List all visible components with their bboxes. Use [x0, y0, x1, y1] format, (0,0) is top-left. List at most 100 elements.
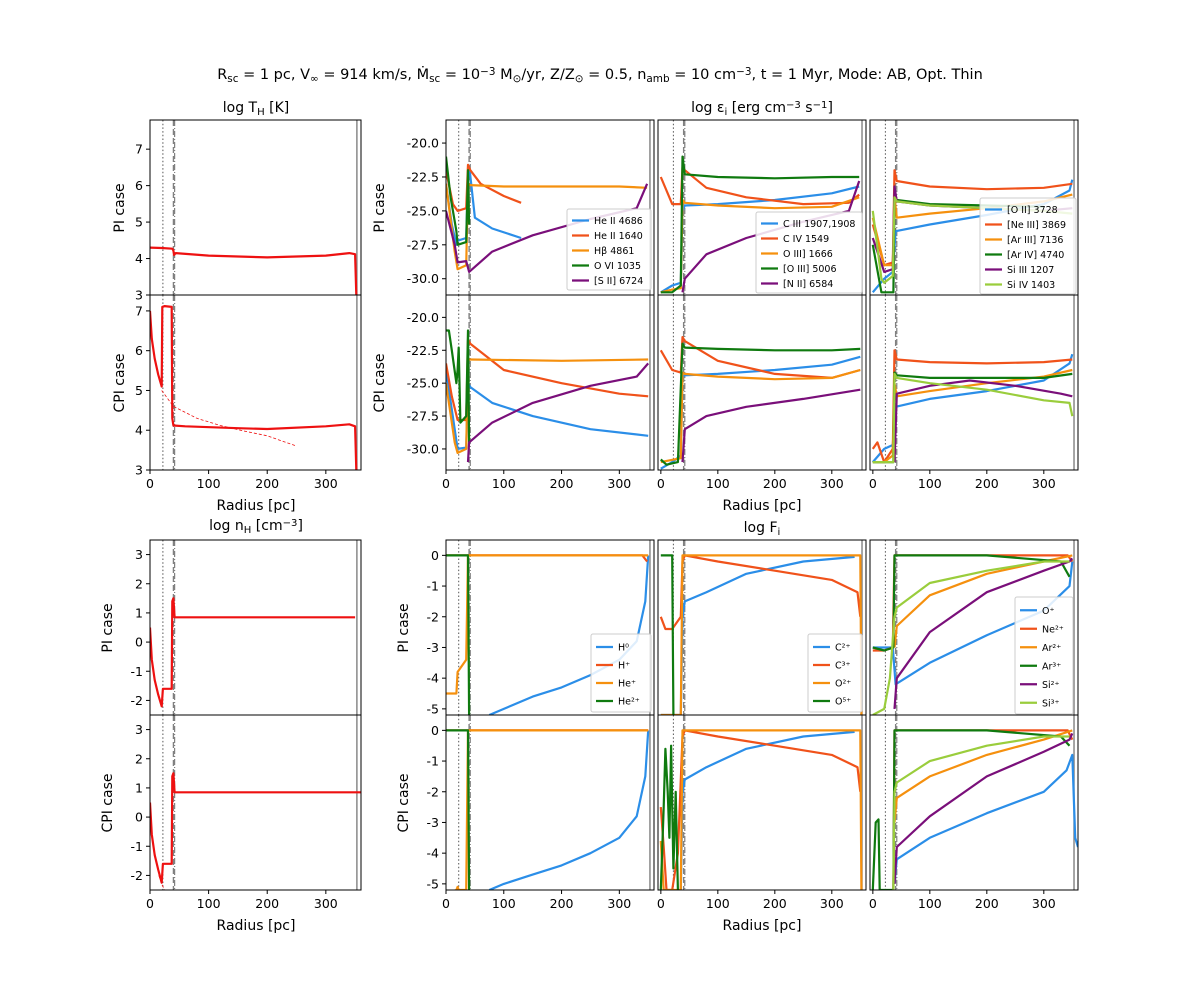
y-tick-label: 4	[135, 423, 143, 438]
x-tick-label: 200	[255, 896, 279, 911]
y-tick-label: -4	[427, 671, 440, 686]
series-line-F-CPI-1-3	[446, 729, 471, 890]
legend-entry: [Ar IV] 4740	[1007, 250, 1064, 261]
legend: H⁰ H⁺ He⁺ He²⁺	[590, 633, 652, 713]
y-tick-label: 3	[135, 288, 143, 303]
series-line-F-PI-2-2	[660, 554, 863, 715]
legend-entry: O⁺	[1042, 606, 1055, 617]
legend-entry: [N II] 6584	[783, 279, 833, 290]
x-tick-label: 0	[657, 476, 665, 491]
series-line-F-CPI-3-5	[892, 735, 1070, 890]
legend-box	[979, 197, 1077, 295]
series-line-E-CPI-1-4	[466, 362, 650, 463]
y-tick-label: -1	[131, 839, 143, 854]
fraction-xlabel: Radius [pc]	[723, 918, 802, 934]
emissivity-panel-title: log εi [erg cm−3 s−1]	[691, 100, 833, 118]
legend-entry: O⁵⁺	[835, 697, 851, 708]
series-line-E-PI-3-0	[871, 179, 1074, 294]
density-xlabel: Radius [pc]	[217, 918, 296, 934]
y-tick-label: 0	[431, 723, 439, 738]
panel-E-CPI-2: 0 100 200 300	[657, 294, 867, 491]
panel-F-CPI-3: 0 100 200 300	[869, 714, 1079, 911]
legend-entry: He II 4686	[594, 216, 643, 227]
y-tick-label: -1	[427, 579, 439, 594]
legend: [O II] 3728 [Ne III] 3869 [Ar III] 7136 [Ar…	[979, 197, 1077, 295]
y-tick-label: -2	[427, 609, 439, 624]
y-tick-label: -3	[427, 815, 439, 830]
series-line-F-PI-3-5	[872, 560, 1070, 715]
legend-entry: C²⁺	[835, 643, 850, 654]
series-line-E-CPI-2-2	[660, 368, 861, 464]
legend-entry: H⁺	[618, 661, 630, 672]
fraction-panel-title: log Fi	[744, 520, 781, 538]
series-line-F-PI-2-1	[659, 554, 862, 631]
y-tick-label: -1	[427, 754, 439, 769]
series-line-T-CPI-0	[150, 305, 358, 470]
axes-frame	[149, 539, 362, 716]
x-tick-label: 100	[197, 476, 221, 491]
series-line-F-CPI-3-4	[893, 732, 1074, 884]
series-line-N-PI-0	[150, 597, 356, 708]
x-tick-label: 200	[255, 476, 279, 491]
x-tick-label: 100	[706, 896, 730, 911]
x-tick-label: 0	[146, 476, 154, 491]
y-tick-label: 3	[135, 463, 143, 478]
series-line-E-PI-2-3	[660, 155, 860, 294]
x-tick-label: 200	[550, 476, 574, 491]
legend-box	[755, 211, 863, 294]
series-line-E-CPI-3-4	[893, 379, 1073, 463]
y-tick-label: -30.0	[407, 441, 439, 456]
series-line-N-CPI-0	[150, 772, 361, 884]
x-tick-label: 100	[918, 896, 942, 911]
series-line-T-CPI-1	[161, 390, 297, 447]
temperature-pi-label: PI case	[112, 183, 128, 232]
y-tick-label: -5	[427, 876, 439, 891]
y-tick-label: -3	[427, 640, 439, 655]
y-tick-label: 1	[135, 780, 143, 795]
legend-entry: He⁺	[618, 679, 636, 690]
x-tick-label: 200	[763, 896, 787, 911]
y-tick-label: -20.0	[407, 310, 439, 325]
series-line-E-CPI-1-2	[446, 358, 649, 454]
y-tick-label: -22.5	[407, 343, 439, 358]
x-tick-label: 0	[442, 896, 450, 911]
density-cpi-label: CPI case	[100, 774, 116, 833]
y-tick-label: -27.5	[407, 237, 439, 252]
legend-entry: Ar²⁺	[1042, 643, 1061, 654]
y-tick-label: 1	[135, 605, 143, 620]
legend: O⁺ Ne²⁺ Ar²⁺ Ar³⁺ Si²⁺ Si³⁺	[1014, 596, 1074, 715]
legend-entry: O VI 1035	[594, 261, 641, 272]
panel-F-PI-1: -5 -4 -3 -2 -1 0 H⁰ H⁺ He⁺ He²⁺	[427, 539, 655, 716]
series-line-F-CPI-2-2	[659, 729, 863, 890]
series-line-F-CPI-3-1	[892, 729, 1074, 890]
density-pi-label: PI case	[100, 603, 116, 652]
x-tick-label: 0	[657, 896, 665, 911]
density-panel-title: log nH [cm−3]	[209, 518, 303, 536]
series-line-T-PI-0	[150, 246, 358, 295]
x-tick-label: 300	[1032, 896, 1056, 911]
emissivity-pi-label: PI case	[372, 183, 388, 232]
series-line-E-PI-2-0	[660, 185, 860, 294]
series-line-E-CPI-3-1	[871, 349, 1073, 464]
legend-entry: H⁰	[618, 643, 629, 654]
x-tick-label: 200	[550, 896, 574, 911]
axes-frame	[869, 294, 1079, 471]
y-tick-label: -5	[427, 701, 439, 716]
fraction-pi-label: PI case	[396, 603, 412, 652]
series-line-E-PI-1-3	[446, 156, 471, 246]
y-tick-label: 3	[135, 722, 143, 737]
legend-entry: [Ar III] 7136	[1007, 235, 1063, 246]
axes-frame	[149, 714, 362, 891]
y-tick-label: 0	[431, 548, 439, 563]
x-tick-label: 100	[492, 476, 516, 491]
y-tick-label: 3	[135, 547, 143, 562]
y-tick-label: -20.0	[407, 136, 439, 151]
panel-F-CPI-2: 0 100 200 300	[657, 714, 867, 911]
panel-E-CPI-1: -30.0 -27.5 -25.0 -22.5 -20.0 0 100 200 300	[407, 294, 655, 491]
x-tick-label: 300	[314, 476, 338, 491]
y-tick-label: 2	[135, 576, 143, 591]
axes-frame	[149, 119, 362, 296]
y-tick-label: 0	[135, 810, 143, 825]
